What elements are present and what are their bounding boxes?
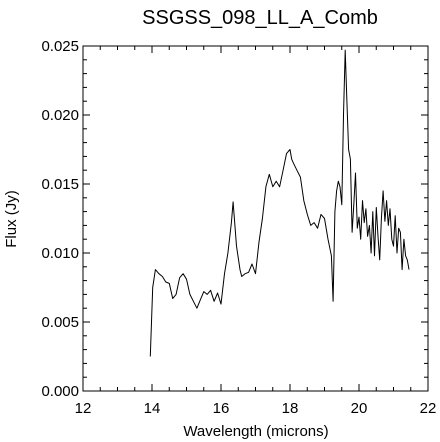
- x-tick-label: 12: [75, 400, 92, 417]
- x-axis-label: Wavelength (microns): [183, 423, 328, 440]
- x-axis: 12 14 16 18 20 22: [75, 46, 437, 417]
- x-tick-label: 16: [213, 400, 230, 417]
- x-tick-label: 14: [144, 400, 161, 417]
- y-tick-label: 0.005: [41, 314, 79, 331]
- x-tick-label: 18: [282, 400, 299, 417]
- y-tick-label: 0.025: [41, 38, 79, 55]
- y-tick-label: 0.020: [41, 107, 79, 124]
- x-tick-label: 22: [420, 400, 437, 417]
- y-tick-label: 0.000: [41, 383, 79, 400]
- y-axis-label: Flux (Jy): [3, 190, 20, 248]
- y-tick-label: 0.010: [41, 245, 79, 262]
- y-axis: 0.000 0.005 0.010 0.015 0.020 0.025: [41, 38, 428, 400]
- chart-title: SSGSS_098_LL_A_Comb: [142, 7, 378, 29]
- y-tick-label: 0.015: [41, 176, 79, 193]
- x-tick-label: 20: [351, 400, 368, 417]
- spectrum-line: [149, 49, 410, 357]
